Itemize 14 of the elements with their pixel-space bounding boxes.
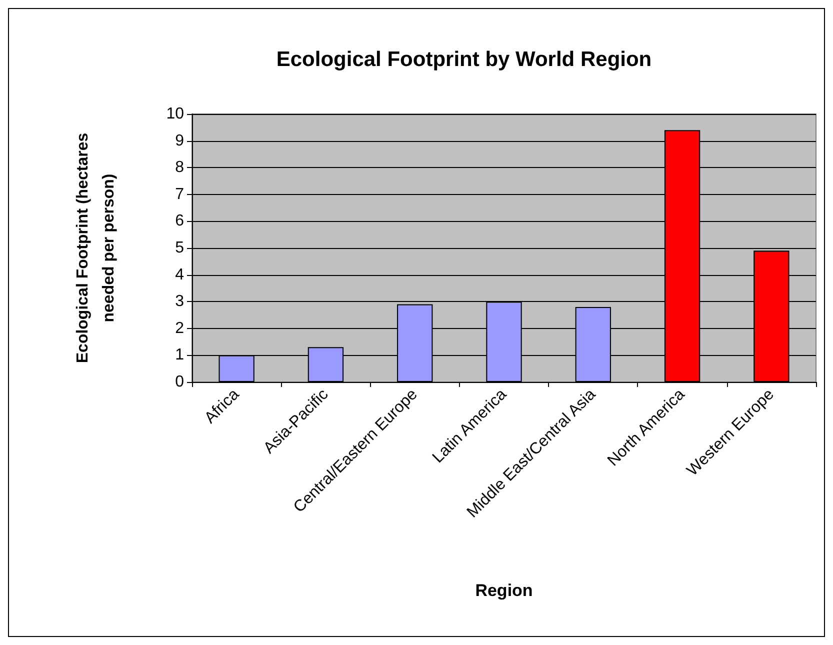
y-tick-label: 0 bbox=[175, 374, 184, 390]
x-axis-title: Region bbox=[475, 581, 533, 600]
y-tick-label: 1 bbox=[175, 346, 184, 364]
y-tick-label: 7 bbox=[175, 186, 184, 203]
y-tick-label: 3 bbox=[175, 293, 184, 310]
y-tick-label: 4 bbox=[175, 266, 184, 284]
y-axis-title: Ecological Footprint (hectares needed per person) bbox=[74, 132, 118, 364]
chart-title: Ecological Footprint by World Region bbox=[276, 48, 652, 71]
y-tick-label: 5 bbox=[175, 240, 184, 256]
y-tick-label: 10 bbox=[166, 106, 184, 122]
y-tick-label: 9 bbox=[175, 132, 184, 150]
y-tick-label: 2 bbox=[175, 320, 184, 337]
y-tick-label: 8 bbox=[175, 159, 184, 176]
y-tick-label: 6 bbox=[175, 212, 184, 230]
